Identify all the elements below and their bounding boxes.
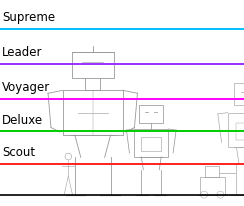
Text: Leader: Leader: [2, 46, 42, 59]
Bar: [236, 123, 244, 140]
Bar: [200, 177, 225, 195]
Bar: [228, 113, 244, 148]
Bar: [139, 106, 163, 123]
Bar: [234, 83, 244, 106]
Bar: [72, 52, 114, 79]
Text: Voyager: Voyager: [2, 81, 50, 94]
Bar: [205, 166, 219, 177]
Bar: [134, 129, 168, 157]
Bar: [141, 137, 161, 151]
Text: Scout: Scout: [2, 145, 35, 158]
Bar: [63, 91, 122, 135]
Text: Deluxe: Deluxe: [2, 113, 43, 126]
Text: Supreme: Supreme: [2, 11, 55, 24]
